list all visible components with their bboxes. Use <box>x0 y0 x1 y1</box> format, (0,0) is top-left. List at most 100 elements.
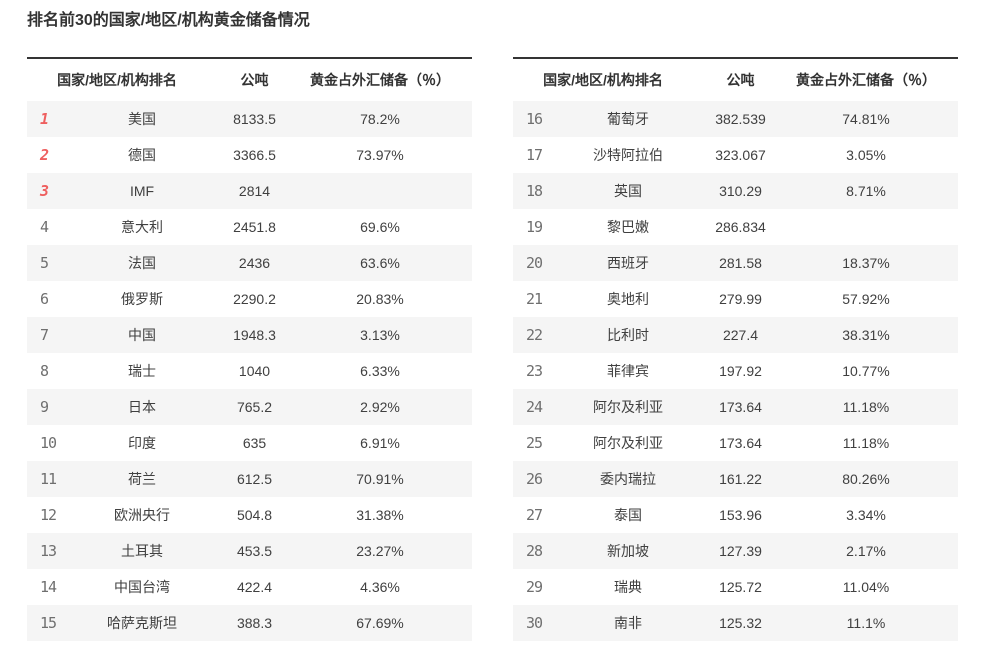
table-row: 8 瑞士 1040 6.33% <box>27 353 472 389</box>
rank-cell: 21 <box>526 290 543 308</box>
rank-cell: 25 <box>526 434 543 452</box>
country-cell: 泰国 <box>614 507 642 523</box>
country-cell: 中国 <box>128 327 156 343</box>
country-cell: 德国 <box>128 147 156 163</box>
rank-cell: 23 <box>526 362 543 380</box>
percent-cell: 31.38% <box>356 507 404 523</box>
tonnes-cell: 2436 <box>238 255 271 271</box>
tonnes-cell: 422.4 <box>236 579 273 595</box>
rank-cell: 29 <box>526 578 543 596</box>
percent-cell: 10.77% <box>842 363 890 379</box>
tonnes-cell: 197.92 <box>719 363 762 379</box>
tonnes-cell: 173.64 <box>719 435 762 451</box>
percent-cell: 3.05% <box>846 147 886 163</box>
percent-cell <box>302 173 472 209</box>
table-row: 9 日本 765.2 2.92% <box>27 389 472 425</box>
table-row: 15 哈萨克斯坦 388.3 67.69% <box>27 605 472 641</box>
country-cell: 奥地利 <box>607 291 649 307</box>
table-row: 19 黎巴嫩 286.834 <box>513 209 958 245</box>
table-row: 16 葡萄牙 382.539 74.81% <box>513 101 958 137</box>
rank-cell: 26 <box>526 470 543 488</box>
tonnes-cell: 161.22 <box>719 471 762 487</box>
table-body: 1 美国 8133.5 78.2% 2 德国 3366.5 73.97% 3 IMF 2814 4 意大… <box>27 101 472 641</box>
country-cell: 沙特阿拉伯 <box>593 147 663 163</box>
table-row: 30 南非 125.32 11.1% <box>513 605 958 641</box>
rank-cell: 9 <box>40 398 49 416</box>
percent-cell: 70.91% <box>356 471 404 487</box>
country-cell: 比利时 <box>607 327 649 343</box>
country-cell: 法国 <box>128 255 156 271</box>
country-cell: 意大利 <box>121 219 163 235</box>
tonnes-cell: 1040 <box>238 363 271 379</box>
column-header-tonnes: 公吨 <box>726 72 755 88</box>
tonnes-cell: 125.32 <box>719 615 762 631</box>
column-header-percent: 黄金占外汇储备（％） <box>796 72 936 88</box>
rank-cell: 4 <box>40 218 49 236</box>
country-cell: 俄罗斯 <box>121 291 163 307</box>
country-cell: 欧洲央行 <box>114 507 170 523</box>
table-row: 20 西班牙 281.58 18.37% <box>513 245 958 281</box>
table-row: 11 荷兰 612.5 70.91% <box>27 461 472 497</box>
rank-cell: 16 <box>526 110 543 128</box>
tonnes-cell: 2814 <box>238 183 271 199</box>
percent-cell: 23.27% <box>356 543 404 559</box>
rank-cell: 6 <box>40 290 49 308</box>
country-cell: 阿尔及利亚 <box>593 435 663 451</box>
rank-cell: 5 <box>40 254 49 272</box>
percent-cell: 78.2% <box>360 111 400 127</box>
tonnes-cell: 3366.5 <box>233 147 276 163</box>
table-row: 26 委内瑞拉 161.22 80.26% <box>513 461 958 497</box>
table-row: 12 欧洲央行 504.8 31.38% <box>27 497 472 533</box>
percent-cell: 57.92% <box>842 291 890 307</box>
tonnes-cell: 153.96 <box>719 507 762 523</box>
rank-cell: 14 <box>40 578 57 596</box>
table-row: 2 德国 3366.5 73.97% <box>27 137 472 173</box>
percent-cell: 18.37% <box>842 255 890 271</box>
rank-cell: 8 <box>40 362 49 380</box>
rank-cell: 10 <box>40 434 57 452</box>
tonnes-cell: 635 <box>242 435 267 451</box>
tonnes-cell: 173.64 <box>719 399 762 415</box>
percent-cell: 69.6% <box>360 219 400 235</box>
percent-cell: 3.34% <box>846 507 886 523</box>
page-title: 排名前30的国家/地区/机构黄金储备情况 <box>27 12 310 29</box>
country-cell: 南非 <box>614 615 642 631</box>
gold-reserves-table-ranks-16-30: 国家/地区/机构排名 公吨 黄金占外汇储备（％） 16 葡萄牙 382.539 74.… <box>513 57 958 641</box>
table-body: 16 葡萄牙 382.539 74.81% 17 沙特阿拉伯 323.067 3.05% 18 英… <box>513 101 958 641</box>
rank-cell: 27 <box>526 506 543 524</box>
table-row: 4 意大利 2451.8 69.6% <box>27 209 472 245</box>
country-cell: 委内瑞拉 <box>600 471 656 487</box>
column-header-rank-name: 国家/地区/机构排名 <box>57 72 177 88</box>
percent-cell: 11.04% <box>842 579 890 595</box>
country-cell: 黎巴嫩 <box>607 219 649 235</box>
country-cell: 印度 <box>128 435 156 451</box>
tonnes-cell: 310.29 <box>719 183 762 199</box>
table-header-row: 国家/地区/机构排名 公吨 黄金占外汇储备（％） <box>27 58 472 101</box>
tonnes-cell: 612.5 <box>236 471 273 487</box>
table-row: 3 IMF 2814 <box>27 173 472 209</box>
rank-cell: 13 <box>40 542 57 560</box>
tonnes-cell: 382.539 <box>715 111 766 127</box>
percent-cell: 2.17% <box>846 543 886 559</box>
table-row: 18 英国 310.29 8.71% <box>513 173 958 209</box>
percent-cell: 11.18% <box>842 435 890 451</box>
country-cell: 阿尔及利亚 <box>593 399 663 415</box>
tonnes-cell: 125.72 <box>719 579 762 595</box>
country-cell: 菲律宾 <box>607 363 649 379</box>
rank-cell: 22 <box>526 326 543 344</box>
percent-cell: 4.36% <box>360 579 400 595</box>
rank-cell: 1 <box>40 110 49 128</box>
tonnes-cell: 1948.3 <box>233 327 276 343</box>
rank-cell: 7 <box>40 326 49 344</box>
tonnes-cell: 227.4 <box>722 327 759 343</box>
table-row: 6 俄罗斯 2290.2 20.83% <box>27 281 472 317</box>
rank-cell: 20 <box>526 254 543 272</box>
rank-cell: 19 <box>526 218 543 236</box>
rank-cell: 28 <box>526 542 543 560</box>
percent-cell: 6.91% <box>360 435 400 451</box>
country-cell: 葡萄牙 <box>607 111 649 127</box>
percent-cell: 2.92% <box>360 399 400 415</box>
tonnes-cell: 127.39 <box>719 543 762 559</box>
country-cell: 哈萨克斯坦 <box>107 615 177 631</box>
